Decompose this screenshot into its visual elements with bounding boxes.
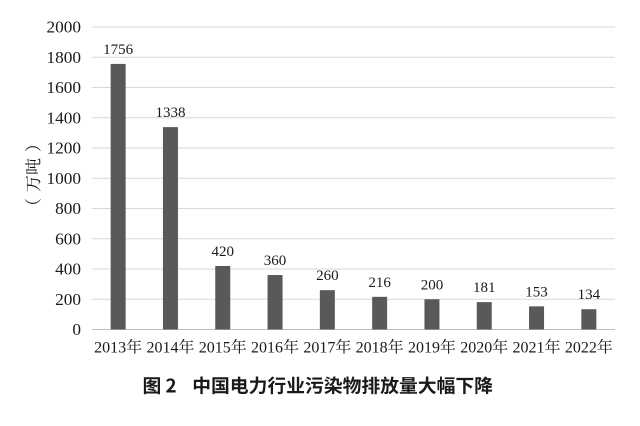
- svg-text:2018: 2018: [356, 340, 388, 357]
- svg-text:800: 800: [55, 199, 81, 218]
- svg-text:2022: 2022: [565, 340, 597, 357]
- svg-text:2015: 2015: [199, 340, 231, 357]
- svg-text:1800: 1800: [46, 48, 81, 67]
- svg-text:216: 216: [368, 275, 391, 291]
- svg-text:1600: 1600: [46, 78, 81, 97]
- svg-text:360: 360: [264, 253, 287, 269]
- svg-text:181: 181: [473, 280, 496, 296]
- svg-text:600: 600: [55, 229, 81, 248]
- svg-text:1756: 1756: [103, 42, 134, 58]
- svg-text:1338: 1338: [155, 105, 185, 121]
- svg-text:1200: 1200: [46, 139, 81, 158]
- svg-text:0: 0: [72, 320, 81, 339]
- svg-text:1000: 1000: [46, 169, 81, 188]
- svg-text:420: 420: [212, 244, 235, 260]
- svg-text:200: 200: [421, 277, 444, 293]
- svg-text:134: 134: [578, 287, 601, 303]
- svg-text:2013: 2013: [94, 340, 126, 357]
- svg-text:2021: 2021: [513, 340, 545, 357]
- svg-text:2014: 2014: [146, 340, 178, 357]
- svg-text:2000: 2000: [46, 18, 81, 37]
- svg-text:2020: 2020: [460, 340, 492, 357]
- svg-text:2019: 2019: [408, 340, 440, 357]
- svg-text:2016: 2016: [251, 340, 283, 357]
- svg-text:153: 153: [525, 284, 548, 300]
- svg-text:200: 200: [55, 290, 81, 309]
- svg-text:1400: 1400: [46, 108, 81, 127]
- svg-text:260: 260: [316, 268, 339, 284]
- svg-text:400: 400: [55, 260, 81, 279]
- svg-text:2017: 2017: [303, 340, 335, 357]
